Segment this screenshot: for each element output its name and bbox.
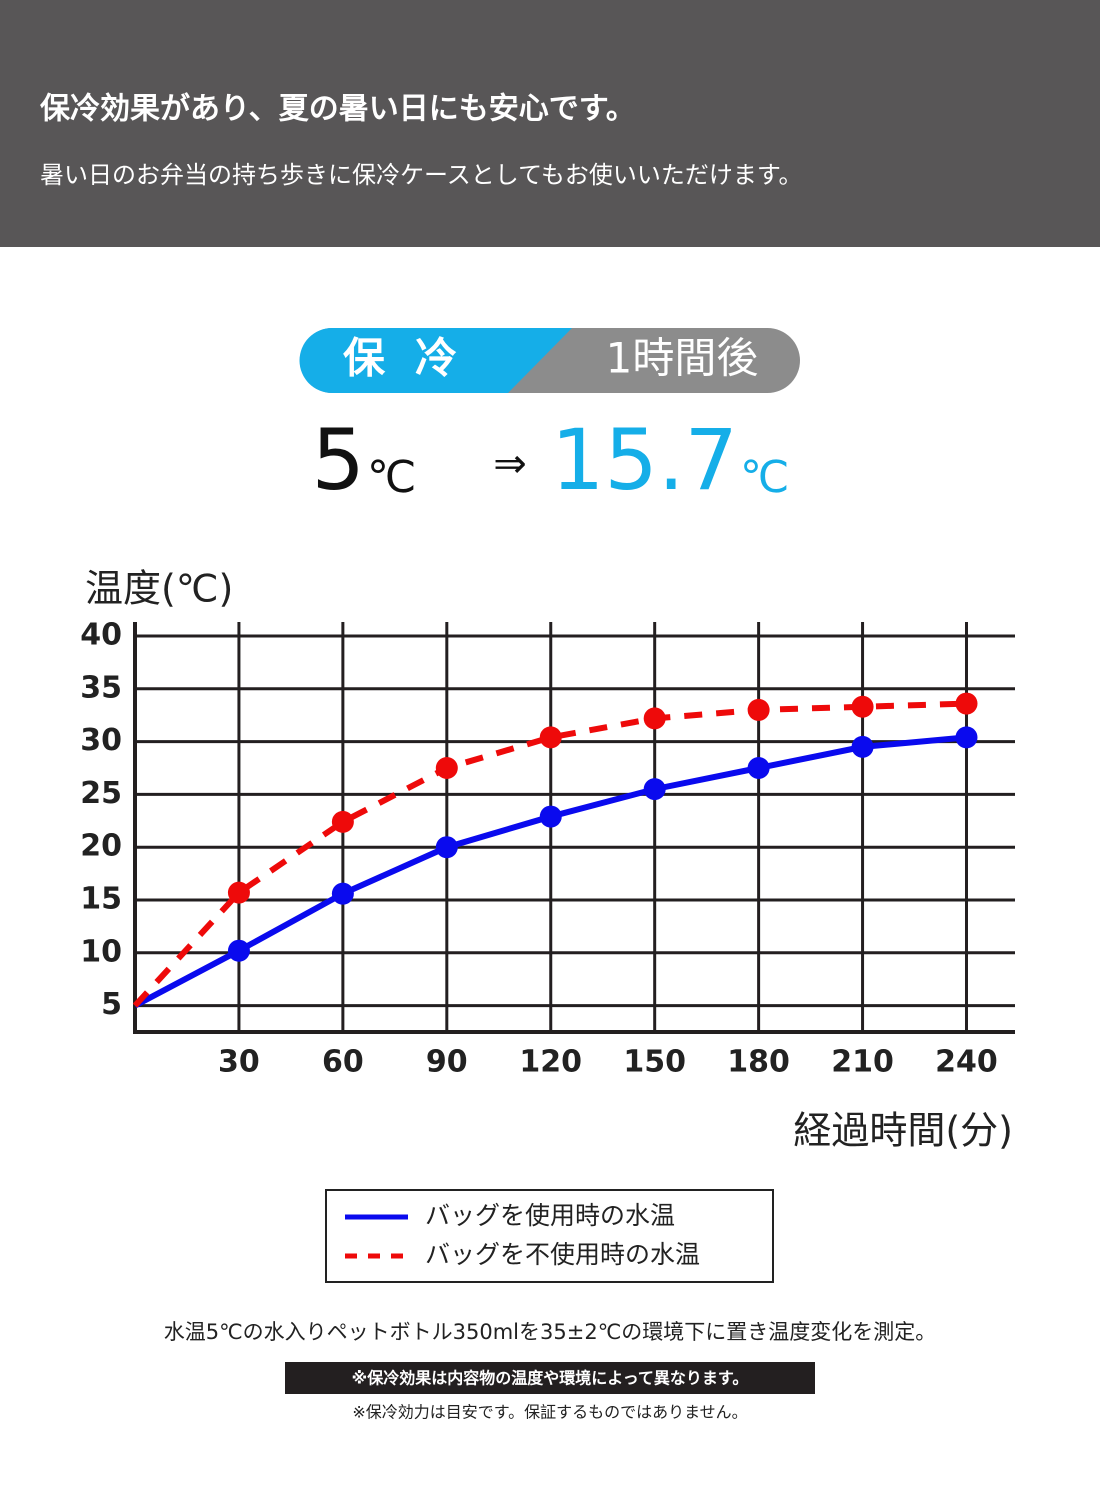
y-tick-label: 30 <box>80 723 122 758</box>
header-title: 保冷効果があり、夏の暑い日にも安心です。 <box>40 92 636 127</box>
x-tick-label: 210 <box>831 1045 894 1080</box>
data-point <box>227 939 250 962</box>
data-point <box>747 757 770 779</box>
x-tick-label: 120 <box>519 1045 582 1080</box>
data-point <box>435 757 458 779</box>
banner-time: 1時間後 <box>606 334 759 383</box>
header-subtitle: 暑い日のお弁当の持ち歩きに保冷ケースとしてもお使いいただけます。 <box>40 161 802 189</box>
y-tick-label: 40 <box>80 618 122 653</box>
x-tick-label: 180 <box>727 1045 790 1080</box>
legend-label: バッグを不使用時の水温 <box>425 1240 700 1269</box>
x-tick-label: 240 <box>935 1045 998 1080</box>
y-axis-label: 温度(℃) <box>85 567 233 611</box>
banner-accent <box>299 328 572 393</box>
to-value: 15.7 <box>551 411 738 509</box>
note: ※保冷効果は内容物の温度や環境によって異なります。 <box>352 1369 749 1388</box>
y-tick-label: 25 <box>80 776 122 811</box>
x-tick-label: 60 <box>322 1045 364 1080</box>
to-unit: ℃ <box>740 452 789 503</box>
arrow: ⇒ <box>493 441 527 487</box>
note: ※保冷効力は目安です。保証するものではありません。 <box>352 1403 747 1422</box>
note-bar <box>285 1362 815 1394</box>
data-point <box>955 692 978 715</box>
x-tick-label: 30 <box>218 1045 260 1080</box>
y-tick-label: 20 <box>80 829 122 864</box>
y-tick-label: 35 <box>80 670 122 705</box>
x-tick-label: 90 <box>426 1045 468 1080</box>
y-tick-label: 15 <box>80 882 122 917</box>
data-point <box>539 726 562 749</box>
data-point <box>851 695 874 718</box>
data-point <box>643 778 666 801</box>
from-unit: ℃ <box>367 452 416 503</box>
data-point <box>851 735 874 758</box>
banner-label: 保冷 <box>343 334 487 383</box>
x-axis-label: 経過時間(分) <box>793 1109 1013 1153</box>
data-point <box>955 726 978 749</box>
data-point <box>331 810 354 833</box>
data-point <box>539 805 562 828</box>
x-tick-label: 150 <box>623 1045 686 1080</box>
legend-box <box>325 1189 774 1283</box>
from-value: 5 <box>312 411 365 509</box>
data-point <box>643 707 666 730</box>
header-bg <box>0 0 1100 247</box>
data-point <box>435 836 458 859</box>
legend-label: バッグを使用時の水温 <box>425 1201 675 1230</box>
data-point <box>227 881 250 904</box>
y-tick-label: 10 <box>80 934 122 969</box>
note: 水温5℃の水入りペットボトル350mlを35±2℃の環境下に置き温度変化を測定。 <box>164 1320 937 1344</box>
data-point <box>331 882 354 905</box>
y-tick-label: 5 <box>101 987 122 1022</box>
data-point <box>747 698 770 721</box>
series-line <box>132 700 967 1008</box>
